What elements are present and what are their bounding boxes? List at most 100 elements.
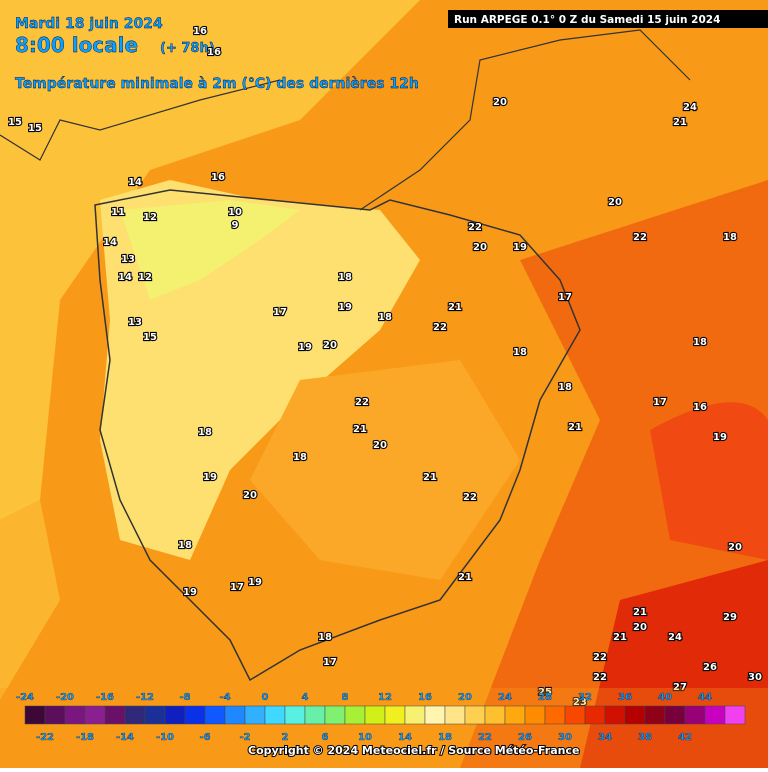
legend-swatch (24, 705, 46, 725)
map-label: 18 (723, 232, 737, 243)
map-label: 20 (323, 340, 337, 351)
legend-label: 0 (262, 692, 269, 703)
map-label: 17 (230, 582, 244, 593)
legend-swatch (284, 705, 306, 725)
map-label: 16 (693, 402, 707, 413)
map-label: 21 (353, 424, 367, 435)
map-label: 22 (463, 492, 477, 503)
map-label: 19 (298, 342, 312, 353)
map-label: 19 (203, 472, 217, 483)
map-label: 25 (538, 687, 552, 698)
run-box (448, 10, 768, 28)
map-label: 29 (723, 612, 737, 623)
map-label: 18 (338, 272, 352, 283)
legend-swatch (344, 705, 366, 725)
legend-bg (0, 688, 768, 768)
map-label: 18 (693, 337, 707, 348)
legend-label: 20 (458, 692, 472, 703)
legend-label: 38 (638, 732, 652, 743)
map-label: 18 (178, 540, 192, 551)
legend-swatch (84, 705, 106, 725)
run-label: Run ARPEGE 0.1° 0 Z du Samedi 15 juin 20… (454, 14, 720, 26)
legend-label: 22 (478, 732, 492, 743)
legend-label: 14 (398, 732, 412, 743)
map-label: 20 (473, 242, 487, 253)
map-label: 20 (373, 440, 387, 451)
legend-label: 30 (558, 732, 572, 743)
legend-swatch (724, 705, 746, 725)
map-label: 21 (673, 117, 687, 128)
map-label: 18 (198, 427, 212, 438)
legend-label: -16 (96, 692, 114, 703)
legend-swatch (444, 705, 466, 725)
map-label: 13 (121, 254, 135, 265)
legend-label: 36 (618, 692, 632, 703)
map-label: 18 (318, 632, 332, 643)
legend-label: 16 (418, 692, 432, 703)
legend-swatch (704, 705, 726, 725)
date: Mardi 18 juin 2024 (15, 16, 163, 32)
map-label: 17 (558, 292, 572, 303)
map-label: 26 (703, 662, 717, 673)
legend-swatch (144, 705, 166, 725)
map-label: 15 (143, 332, 157, 343)
map-label: 21 (568, 422, 582, 433)
map-label: 14 (118, 272, 132, 283)
legend-swatch (664, 705, 686, 725)
legend-label: -18 (76, 732, 94, 743)
map-label: 27 (673, 682, 687, 693)
legend-swatch (484, 705, 506, 725)
legend-swatch (244, 705, 266, 725)
legend-label: -12 (136, 692, 154, 703)
legend-swatch (364, 705, 386, 725)
lead-time: (+ 78h) (160, 41, 215, 56)
map-label: 18 (293, 452, 307, 463)
zone-yellow (0, 500, 60, 700)
map-label: 30 (748, 672, 762, 683)
legend-label: -24 (16, 692, 34, 703)
coastline (0, 79, 281, 161)
legend-swatch (584, 705, 606, 725)
map-label: 21 (448, 302, 462, 313)
legend-swatch (624, 705, 646, 725)
legend-label: -4 (219, 692, 230, 703)
legend-swatch (164, 705, 186, 725)
map-label: 9 (232, 220, 239, 231)
map-label: 22 (593, 652, 607, 663)
legend-label: 24 (498, 692, 512, 703)
time: 8:00 locale (15, 33, 138, 57)
legend-swatch (104, 705, 126, 725)
variable: Température minimale à 2m (°C) des derni… (15, 76, 419, 92)
map-label: 19 (713, 432, 727, 443)
legend-swatch (604, 705, 626, 725)
legend-label: -10 (156, 732, 174, 743)
legend-swatch (684, 705, 706, 725)
legend-label: -6 (199, 732, 210, 743)
map-label: 15 (28, 123, 42, 134)
legend-label: 4 (302, 692, 309, 703)
map-label: 20 (728, 542, 742, 553)
zone-mid (250, 360, 520, 580)
legend-swatch (64, 705, 86, 725)
legend-label: 34 (598, 732, 612, 743)
map-label: 12 (143, 212, 157, 223)
legend-label: 10 (358, 732, 372, 743)
legend-swatch (44, 705, 66, 725)
map-label: 19 (513, 242, 527, 253)
legend-swatch (264, 705, 286, 725)
legend-swatch (544, 705, 566, 725)
map-label: 18 (378, 312, 392, 323)
map-label: 22 (468, 222, 482, 233)
map-label: 21 (633, 607, 647, 618)
zone-yellow (0, 0, 420, 520)
legend-label: -22 (36, 732, 54, 743)
legend-swatch (404, 705, 426, 725)
legend-label: 40 (658, 692, 672, 703)
map-label: 20 (608, 197, 622, 208)
map-label: 17 (323, 657, 337, 668)
legend-label: 44 (698, 692, 712, 703)
legend-swatch (644, 705, 666, 725)
map-label: 17 (653, 397, 667, 408)
